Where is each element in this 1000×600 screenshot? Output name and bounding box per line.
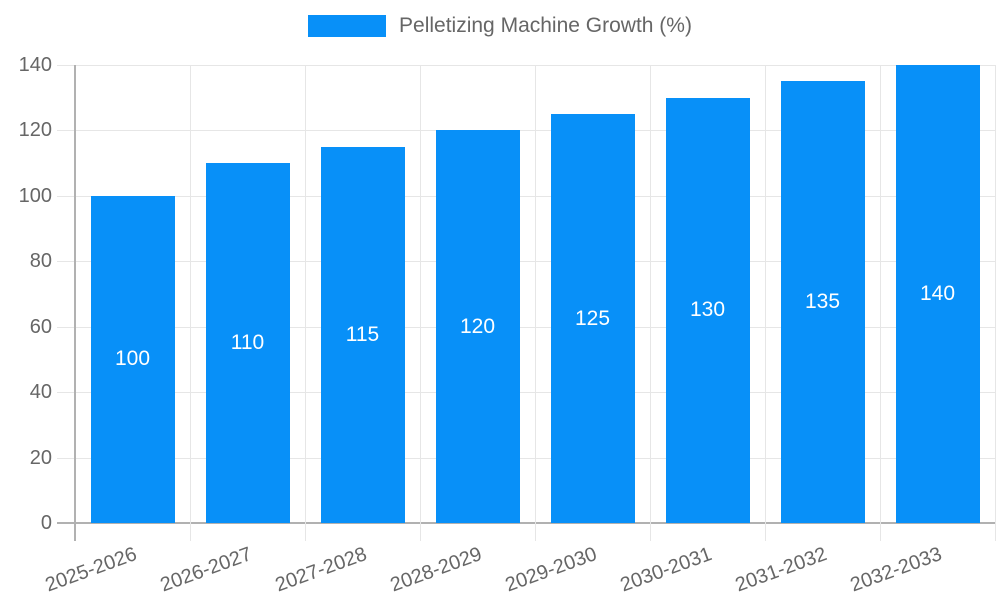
x-gridline bbox=[305, 65, 306, 541]
chart-legend: Pelletizing Machine Growth (%) bbox=[0, 14, 1000, 38]
y-tick-label: 20 bbox=[29, 446, 52, 469]
y-gridline bbox=[57, 392, 995, 393]
x-gridline bbox=[535, 65, 536, 541]
x-tick-label: 2026-2027 bbox=[157, 543, 255, 597]
x-gridline bbox=[765, 65, 766, 541]
bar-value-label: 110 bbox=[230, 331, 265, 355]
bar-value-label: 135 bbox=[804, 290, 841, 314]
y-gridline bbox=[57, 261, 995, 262]
x-gridline bbox=[420, 65, 421, 541]
bar bbox=[550, 114, 635, 523]
x-tick-label: 2031-2032 bbox=[732, 543, 830, 597]
y-tick-label: 60 bbox=[29, 315, 52, 338]
y-tick-label: 100 bbox=[18, 184, 52, 207]
bar-value-label: 125 bbox=[574, 306, 611, 330]
x-tick-label: 2030-2031 bbox=[617, 543, 715, 597]
bar bbox=[895, 65, 980, 523]
bar bbox=[665, 97, 750, 523]
y-tick-label: 120 bbox=[18, 119, 52, 142]
y-tick-label: 40 bbox=[29, 381, 52, 404]
x-tick-label: 2032-2033 bbox=[847, 543, 945, 597]
x-gridline bbox=[650, 65, 651, 541]
y-axis-line bbox=[74, 65, 76, 541]
y-tick-label: 0 bbox=[40, 512, 52, 534]
bar-value-label: 140 bbox=[919, 282, 956, 305]
legend-swatch[interactable] bbox=[308, 15, 387, 37]
bar bbox=[780, 81, 865, 523]
x-gridline bbox=[995, 65, 996, 541]
y-tick-label: 140 bbox=[18, 54, 52, 76]
bar bbox=[435, 130, 520, 523]
y-gridline bbox=[57, 196, 995, 197]
x-tick-label: 2025-2026 bbox=[42, 543, 140, 597]
bar-value-label: 100 bbox=[114, 347, 151, 371]
bar bbox=[90, 195, 175, 523]
y-gridline bbox=[57, 458, 995, 459]
bar-value-label: 120 bbox=[459, 314, 496, 338]
x-gridline bbox=[880, 65, 881, 541]
y-gridline bbox=[57, 130, 995, 131]
bar-value-label: 115 bbox=[345, 322, 380, 346]
x-tick-label: 2027-2028 bbox=[272, 543, 370, 597]
y-gridline bbox=[57, 327, 995, 328]
y-tick-label: 80 bbox=[29, 250, 52, 273]
y-gridline bbox=[57, 65, 995, 66]
bar-value-label: 130 bbox=[689, 298, 726, 322]
x-axis-line bbox=[57, 522, 995, 524]
x-tick-label: 2028-2029 bbox=[387, 543, 485, 597]
bar bbox=[205, 163, 290, 523]
legend-label[interactable]: Pelletizing Machine Growth (%) bbox=[399, 14, 692, 37]
x-gridline bbox=[190, 65, 191, 541]
bar bbox=[320, 146, 405, 523]
x-tick-label: 2029-2030 bbox=[502, 543, 600, 597]
